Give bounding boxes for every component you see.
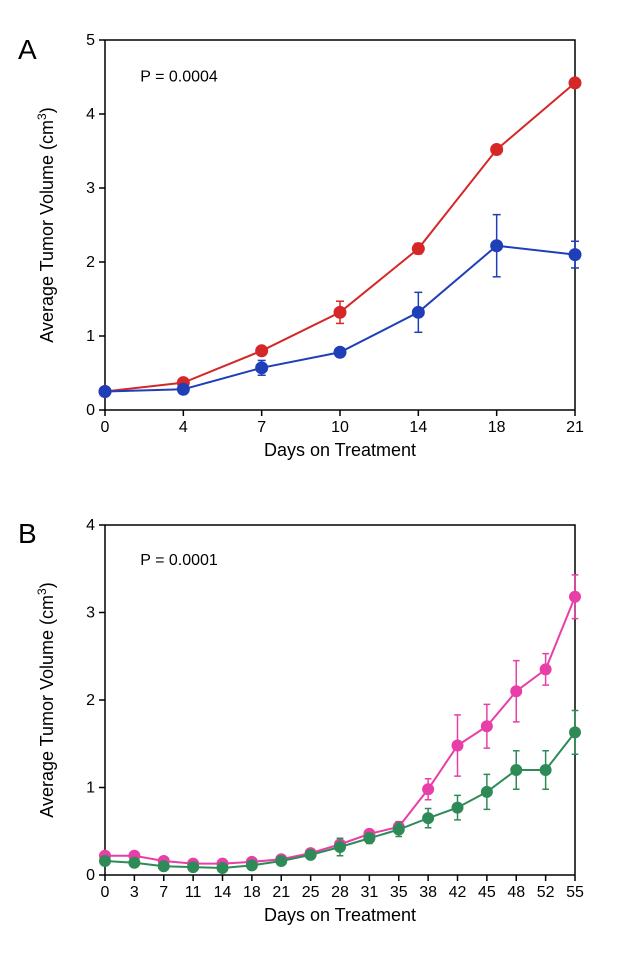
svg-text:14: 14	[409, 419, 427, 436]
svg-text:3: 3	[130, 884, 139, 901]
svg-text:52: 52	[537, 884, 555, 901]
svg-text:0: 0	[101, 884, 110, 901]
svg-text:Average Tumor Volume (cm3): Average Tumor Volume (cm3)	[35, 582, 57, 817]
svg-text:Days on Treatment: Days on Treatment	[264, 905, 416, 925]
svg-text:Days on Treatment: Days on Treatment	[264, 440, 416, 460]
svg-text:1: 1	[86, 780, 95, 797]
svg-text:28: 28	[331, 884, 349, 901]
svg-text:4: 4	[179, 419, 188, 436]
svg-text:Average Tumor Volume (cm3): Average Tumor Volume (cm3)	[35, 107, 57, 342]
panel-b-chart: 0 1 2 3 4 0 3 7 11 14 18 21 25 28 31 35 38 42 45 48 52 55 Days…	[0, 515, 637, 955]
svg-text:31: 31	[360, 884, 378, 901]
svg-text:1: 1	[86, 328, 95, 345]
svg-text:3: 3	[86, 180, 95, 197]
svg-text:7: 7	[159, 884, 168, 901]
svg-text:P = 0.0004: P = 0.0004	[140, 69, 218, 86]
svg-text:14: 14	[214, 884, 232, 901]
svg-text:42: 42	[449, 884, 467, 901]
svg-text:25: 25	[302, 884, 320, 901]
svg-text:35: 35	[390, 884, 408, 901]
panel-a-chart: 0 1 2 3 4 5 0 4 7 10 14 18 21 Days on Treatment Averag…	[0, 30, 637, 490]
figure-container: A 01234504710141821Days on TreatmentAver…	[0, 0, 637, 952]
svg-text:38: 38	[419, 884, 437, 901]
svg-text:11: 11	[185, 884, 202, 901]
svg-text:18: 18	[243, 884, 261, 901]
svg-text:21: 21	[272, 884, 290, 901]
svg-text:21: 21	[566, 419, 584, 436]
svg-text:4: 4	[86, 517, 95, 534]
svg-text:0: 0	[86, 867, 95, 884]
svg-text:P = 0.0001: P = 0.0001	[140, 552, 218, 569]
svg-text:4: 4	[86, 106, 95, 123]
svg-text:2: 2	[86, 254, 95, 271]
svg-text:5: 5	[86, 32, 95, 49]
svg-text:3: 3	[86, 605, 95, 622]
svg-text:55: 55	[566, 884, 584, 901]
svg-text:2: 2	[86, 692, 95, 709]
svg-text:48: 48	[507, 884, 525, 901]
svg-text:7: 7	[257, 419, 266, 436]
svg-text:45: 45	[478, 884, 496, 901]
svg-text:0: 0	[101, 419, 110, 436]
svg-text:18: 18	[488, 419, 506, 436]
svg-text:0: 0	[86, 402, 95, 419]
svg-text:10: 10	[331, 419, 349, 436]
